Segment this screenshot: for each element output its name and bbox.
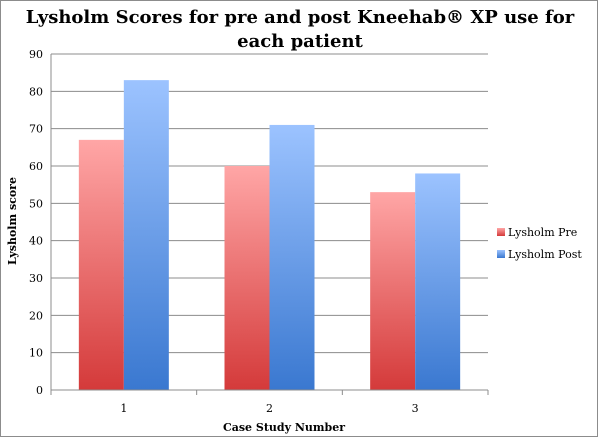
bar-pre-case-1 bbox=[78, 139, 124, 390]
y-tick-label: 30 bbox=[29, 272, 43, 285]
legend-swatch-post bbox=[497, 250, 505, 258]
legend-swatch-pre bbox=[497, 228, 505, 236]
y-tick-label: 60 bbox=[29, 160, 43, 173]
y-tick-label: 10 bbox=[29, 347, 43, 360]
y-tick-labels: 0 10 20 30 40 50 60 70 80 90 bbox=[29, 48, 43, 397]
x-tick-label: 1 bbox=[120, 402, 127, 415]
y-tick-label: 0 bbox=[36, 384, 43, 397]
x-tick-label: 2 bbox=[266, 402, 273, 415]
bar-pre-case-3 bbox=[370, 192, 416, 390]
y-tick-label: 20 bbox=[29, 309, 43, 322]
y-tick-label: 40 bbox=[29, 235, 43, 248]
x-tick-label: 3 bbox=[412, 402, 419, 415]
bar-post-case-1 bbox=[123, 80, 169, 390]
y-axis-title: Lysholm score bbox=[6, 177, 19, 265]
y-tick-label: 70 bbox=[29, 123, 43, 136]
chart-title-line-1: Lysholm Scores for pre and post Kneehab®… bbox=[26, 7, 575, 28]
chart-title-line-2: each patient bbox=[237, 31, 363, 52]
bar-pre-case-2 bbox=[224, 166, 270, 390]
x-axis-title: Case Study Number bbox=[223, 421, 345, 434]
bars bbox=[78, 80, 461, 390]
y-tick-label: 90 bbox=[29, 48, 43, 61]
legend-label-post: Lysholm Post bbox=[508, 248, 582, 261]
legend: Lysholm Pre Lysholm Post bbox=[497, 226, 582, 261]
axes bbox=[50, 54, 489, 395]
legend-label-pre: Lysholm Pre bbox=[508, 226, 577, 239]
bar-post-case-3 bbox=[415, 173, 461, 390]
x-tick-labels: 1 2 3 bbox=[120, 402, 418, 415]
y-tick-label: 80 bbox=[29, 85, 43, 98]
y-tick-label: 50 bbox=[29, 197, 43, 210]
bar-post-case-2 bbox=[269, 124, 315, 390]
